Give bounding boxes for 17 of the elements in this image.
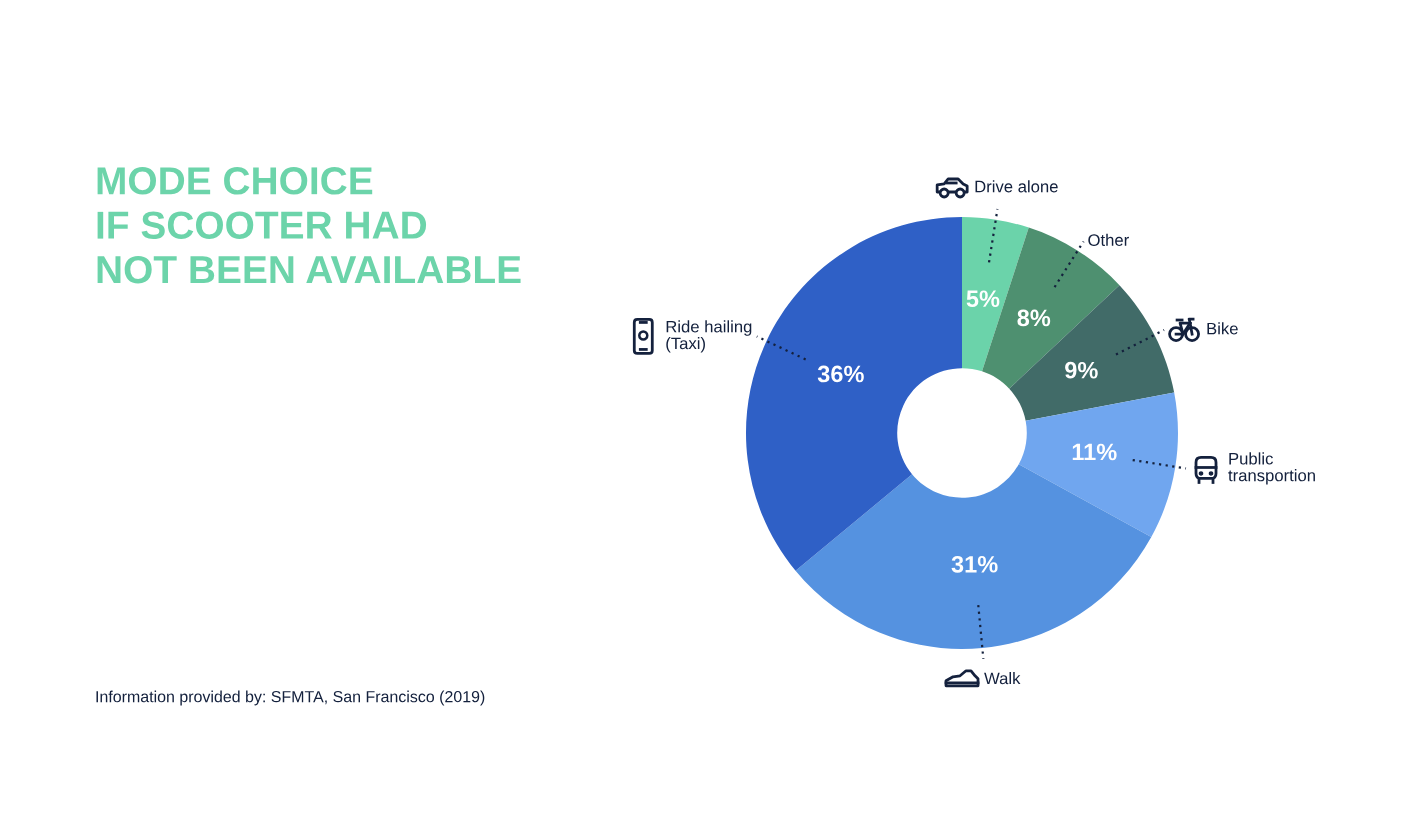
- slice-label: Other: [1088, 233, 1129, 246]
- slice-label: Walk: [984, 672, 1021, 685]
- text: Information provided by: SFMTA, San Francisco (2019): [96, 690, 485, 706]
- slice-label: Bike: [1207, 322, 1238, 335]
- slice-label: Ride hailing (Taxi): [666, 320, 752, 353]
- data-label: 5%: [966, 290, 1000, 308]
- data-label: 36%: [817, 365, 864, 383]
- slice-label: Drive alone: [975, 180, 1058, 193]
- data-label: 31%: [951, 555, 998, 573]
- data-label: 9%: [1065, 361, 1098, 379]
- slice-label: Public transportion: [1228, 452, 1315, 485]
- donut-slice: [1018, 392, 1178, 538]
- donut-slice: [795, 464, 1152, 649]
- text: MODE CHOICE IF SCOOTER HAD NOT BEEN AVAILABLE: [97, 167, 521, 284]
- donut-slice: [1009, 285, 1175, 421]
- data-label: 8%: [1017, 309, 1051, 327]
- data-label: 11%: [1072, 443, 1117, 461]
